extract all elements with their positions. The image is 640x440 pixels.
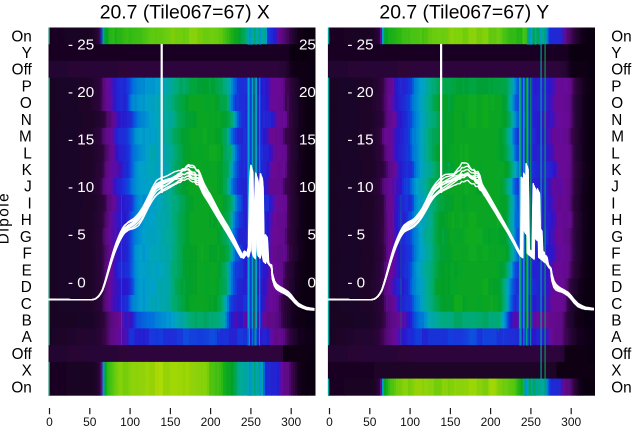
- svg-text:- 0: - 0: [68, 274, 86, 291]
- svg-text:A: A: [611, 329, 622, 346]
- svg-text:O: O: [611, 95, 623, 112]
- svg-text:Y: Y: [611, 45, 621, 62]
- svg-text:20: 20: [299, 84, 316, 101]
- svg-text:5: 5: [307, 227, 315, 244]
- svg-text:X: X: [22, 363, 32, 380]
- svg-text:F: F: [611, 246, 620, 263]
- svg-text:- 10: - 10: [347, 179, 373, 196]
- svg-text:0: 0: [307, 274, 315, 291]
- svg-text:50: 50: [363, 415, 377, 429]
- svg-text:E: E: [22, 262, 32, 279]
- svg-text:J: J: [611, 179, 619, 196]
- svg-text:15: 15: [299, 132, 316, 149]
- svg-text:N: N: [21, 112, 32, 129]
- svg-text:O: O: [20, 95, 32, 112]
- svg-text:100: 100: [120, 415, 140, 429]
- svg-text:300: 300: [281, 415, 301, 429]
- svg-text:- 15: - 15: [347, 132, 373, 149]
- svg-text:K: K: [611, 162, 622, 179]
- svg-text:D: D: [21, 279, 32, 296]
- svg-text:N: N: [611, 112, 622, 129]
- svg-text:Y: Y: [22, 45, 32, 62]
- svg-text:M: M: [19, 129, 32, 146]
- svg-text:On: On: [611, 379, 631, 396]
- svg-text:50: 50: [83, 415, 97, 429]
- svg-text:25: 25: [299, 36, 316, 53]
- svg-text:Dipole: Dipole: [0, 192, 13, 244]
- svg-text:0: 0: [46, 415, 53, 429]
- svg-text:On: On: [611, 28, 631, 45]
- svg-text:E: E: [611, 262, 621, 279]
- svg-text:Off: Off: [12, 346, 33, 363]
- svg-text:L: L: [611, 145, 620, 162]
- svg-text:P: P: [22, 78, 32, 95]
- svg-text:300: 300: [561, 415, 581, 429]
- svg-text:C: C: [21, 296, 32, 313]
- svg-text:- 20: - 20: [68, 84, 94, 101]
- svg-text:- 5: - 5: [68, 227, 86, 244]
- svg-text:A: A: [22, 329, 33, 346]
- svg-text:X: X: [611, 363, 621, 380]
- svg-text:- 10: - 10: [68, 179, 94, 196]
- svg-text:K: K: [22, 162, 33, 179]
- svg-text:I: I: [611, 195, 615, 212]
- svg-text:H: H: [21, 212, 32, 229]
- svg-text:B: B: [22, 313, 32, 330]
- svg-text:On: On: [11, 379, 31, 396]
- svg-text:200: 200: [201, 415, 221, 429]
- svg-text:Off: Off: [611, 62, 632, 79]
- svg-text:G: G: [611, 229, 623, 246]
- svg-text:Off: Off: [12, 62, 33, 79]
- svg-text:150: 150: [160, 415, 180, 429]
- svg-text:250: 250: [521, 415, 541, 429]
- svg-text:- 5: - 5: [347, 227, 365, 244]
- svg-text:G: G: [20, 229, 32, 246]
- svg-text:200: 200: [481, 415, 501, 429]
- svg-text:20.7 (Tile067=67) X: 20.7 (Tile067=67) X: [100, 1, 270, 23]
- svg-text:0: 0: [326, 415, 333, 429]
- svg-text:M: M: [611, 129, 624, 146]
- svg-text:J: J: [24, 179, 32, 196]
- svg-text:Off: Off: [611, 346, 632, 363]
- svg-text:- 25: - 25: [68, 36, 94, 53]
- svg-text:20.7 (Tile067=67) Y: 20.7 (Tile067=67) Y: [379, 1, 549, 23]
- svg-text:F: F: [22, 246, 31, 263]
- svg-text:On: On: [11, 28, 31, 45]
- svg-text:100: 100: [400, 415, 420, 429]
- svg-text:C: C: [611, 296, 622, 313]
- svg-text:- 0: - 0: [347, 274, 365, 291]
- svg-text:- 20: - 20: [347, 84, 373, 101]
- svg-text:B: B: [611, 313, 621, 330]
- svg-text:- 15: - 15: [68, 132, 94, 149]
- svg-text:150: 150: [440, 415, 460, 429]
- svg-text:10: 10: [299, 179, 316, 196]
- svg-text:I: I: [28, 195, 32, 212]
- svg-text:D: D: [611, 279, 622, 296]
- svg-text:- 25: - 25: [347, 36, 373, 53]
- svg-text:L: L: [23, 145, 32, 162]
- svg-text:H: H: [611, 212, 622, 229]
- svg-text:250: 250: [241, 415, 261, 429]
- svg-text:P: P: [611, 78, 621, 95]
